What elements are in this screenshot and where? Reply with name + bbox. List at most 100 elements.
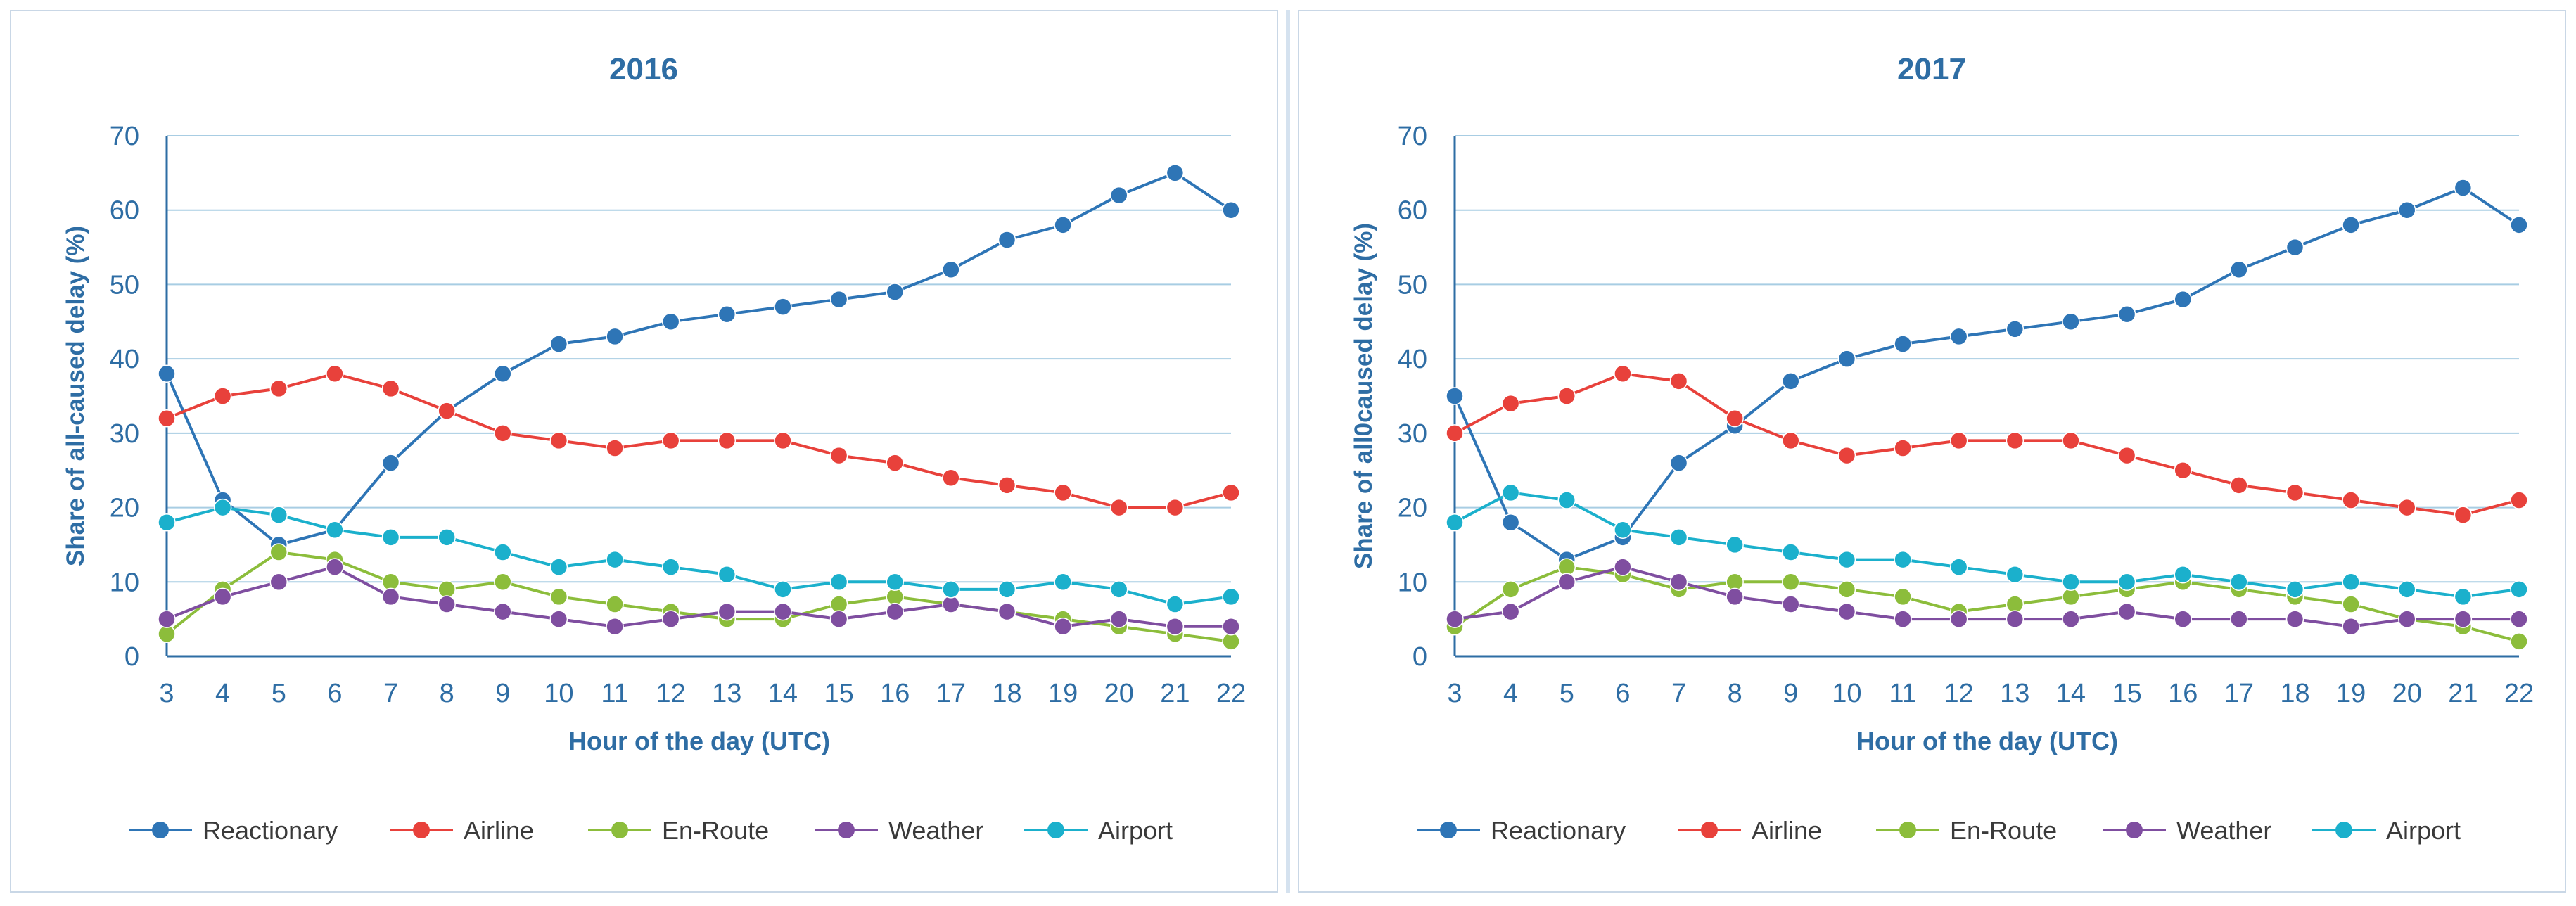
data-point	[942, 260, 960, 279]
y-tick-label: 10	[1398, 568, 1427, 597]
data-point	[2062, 431, 2080, 450]
data-point	[494, 543, 512, 561]
x-tick-label: 20	[2392, 679, 2422, 708]
data-point	[1109, 610, 1128, 628]
legend-marker	[2126, 822, 2143, 838]
y-tick-label: 40	[110, 345, 139, 374]
data-point	[2510, 632, 2528, 651]
x-tick-label: 7	[383, 679, 398, 708]
series-line	[1454, 372, 2520, 517]
y-tick-label: 70	[110, 122, 139, 151]
data-point	[2117, 446, 2136, 465]
y-tick-label: 0	[125, 642, 139, 672]
x-tick-label: 8	[1728, 679, 1742, 708]
data-point	[774, 602, 792, 621]
data-point	[326, 521, 344, 540]
series-line	[166, 566, 1231, 628]
data-point	[2174, 290, 2192, 309]
data-point	[2510, 580, 2528, 599]
data-point	[606, 595, 624, 613]
x-tick-label: 17	[2224, 679, 2254, 708]
data-point	[606, 550, 624, 569]
y-tick-label: 20	[110, 494, 139, 523]
data-point	[1109, 580, 1128, 599]
data-point	[606, 617, 624, 636]
series-line	[1453, 186, 2520, 561]
series-line	[1454, 566, 2519, 628]
data-point	[549, 431, 568, 450]
data-point	[158, 364, 176, 383]
data-point	[438, 595, 456, 613]
series-line	[1453, 566, 2520, 643]
data-point	[2454, 179, 2473, 197]
x-tick-label: 13	[712, 679, 741, 708]
data-point	[1837, 580, 1856, 599]
legend-label: Weather	[888, 816, 983, 845]
data-point	[1894, 550, 1912, 569]
data-point	[774, 298, 792, 316]
x-tick-label: 10	[1832, 679, 1861, 708]
data-point	[1501, 580, 1520, 599]
data-point	[1557, 491, 1576, 509]
data-point	[1894, 335, 1912, 353]
data-point	[886, 573, 904, 592]
y-tick-label: 70	[1398, 122, 1427, 151]
data-point	[1894, 439, 1912, 457]
data-point	[2285, 238, 2304, 257]
data-point	[438, 402, 456, 420]
x-tick-label: 10	[544, 679, 573, 708]
data-point	[2230, 260, 2248, 279]
data-point	[829, 610, 848, 628]
data-point	[1501, 483, 1520, 502]
data-point	[2285, 580, 2304, 599]
x-tick-label: 9	[1783, 679, 1798, 708]
data-point	[1446, 610, 1464, 628]
data-point	[1109, 186, 1128, 205]
data-point	[1837, 446, 1856, 465]
data-point	[549, 610, 568, 628]
x-tick-label: 21	[2448, 679, 2478, 708]
data-point	[1222, 587, 1240, 606]
x-axis-label: Hour of the day (UTC)	[1856, 727, 2118, 755]
series-line	[1454, 491, 2520, 599]
x-tick-label: 13	[2000, 679, 2029, 708]
data-point	[1054, 573, 1072, 592]
data-point	[1614, 558, 1632, 576]
data-point	[1949, 431, 1968, 450]
legend-marker	[611, 822, 628, 838]
data-point	[1894, 587, 1912, 606]
data-point	[1894, 610, 1912, 628]
data-point	[1669, 573, 1688, 592]
x-tick-label: 18	[992, 679, 1021, 708]
data-point	[1166, 617, 1185, 636]
data-point	[1837, 550, 1856, 569]
data-point	[2174, 461, 2192, 480]
data-point	[2062, 573, 2080, 592]
data-point	[2230, 476, 2248, 495]
x-tick-label: 15	[824, 679, 853, 708]
data-point	[1054, 216, 1072, 234]
y-tick-label: 50	[1398, 270, 1427, 300]
x-axis-label: Hour of the day (UTC)	[568, 727, 830, 755]
data-point	[1501, 394, 1520, 413]
data-point	[1446, 387, 1464, 405]
data-point	[1614, 521, 1632, 540]
data-point	[1501, 513, 1520, 532]
data-point	[381, 379, 400, 398]
data-point	[269, 573, 288, 592]
data-point	[2454, 587, 2473, 606]
data-point	[1669, 454, 1688, 472]
data-point	[997, 476, 1016, 495]
chart-title: 2016	[609, 52, 678, 87]
legend-label: En-Route	[662, 816, 769, 845]
legend-marker	[1440, 822, 1457, 838]
series-line	[166, 372, 1232, 509]
data-point	[718, 431, 737, 450]
data-point	[2006, 320, 2025, 338]
data-point	[774, 431, 792, 450]
y-tick-label: 20	[1398, 494, 1427, 523]
data-point	[1782, 431, 1800, 450]
data-point	[381, 587, 400, 606]
data-point	[661, 610, 680, 628]
series-line	[166, 506, 1232, 606]
